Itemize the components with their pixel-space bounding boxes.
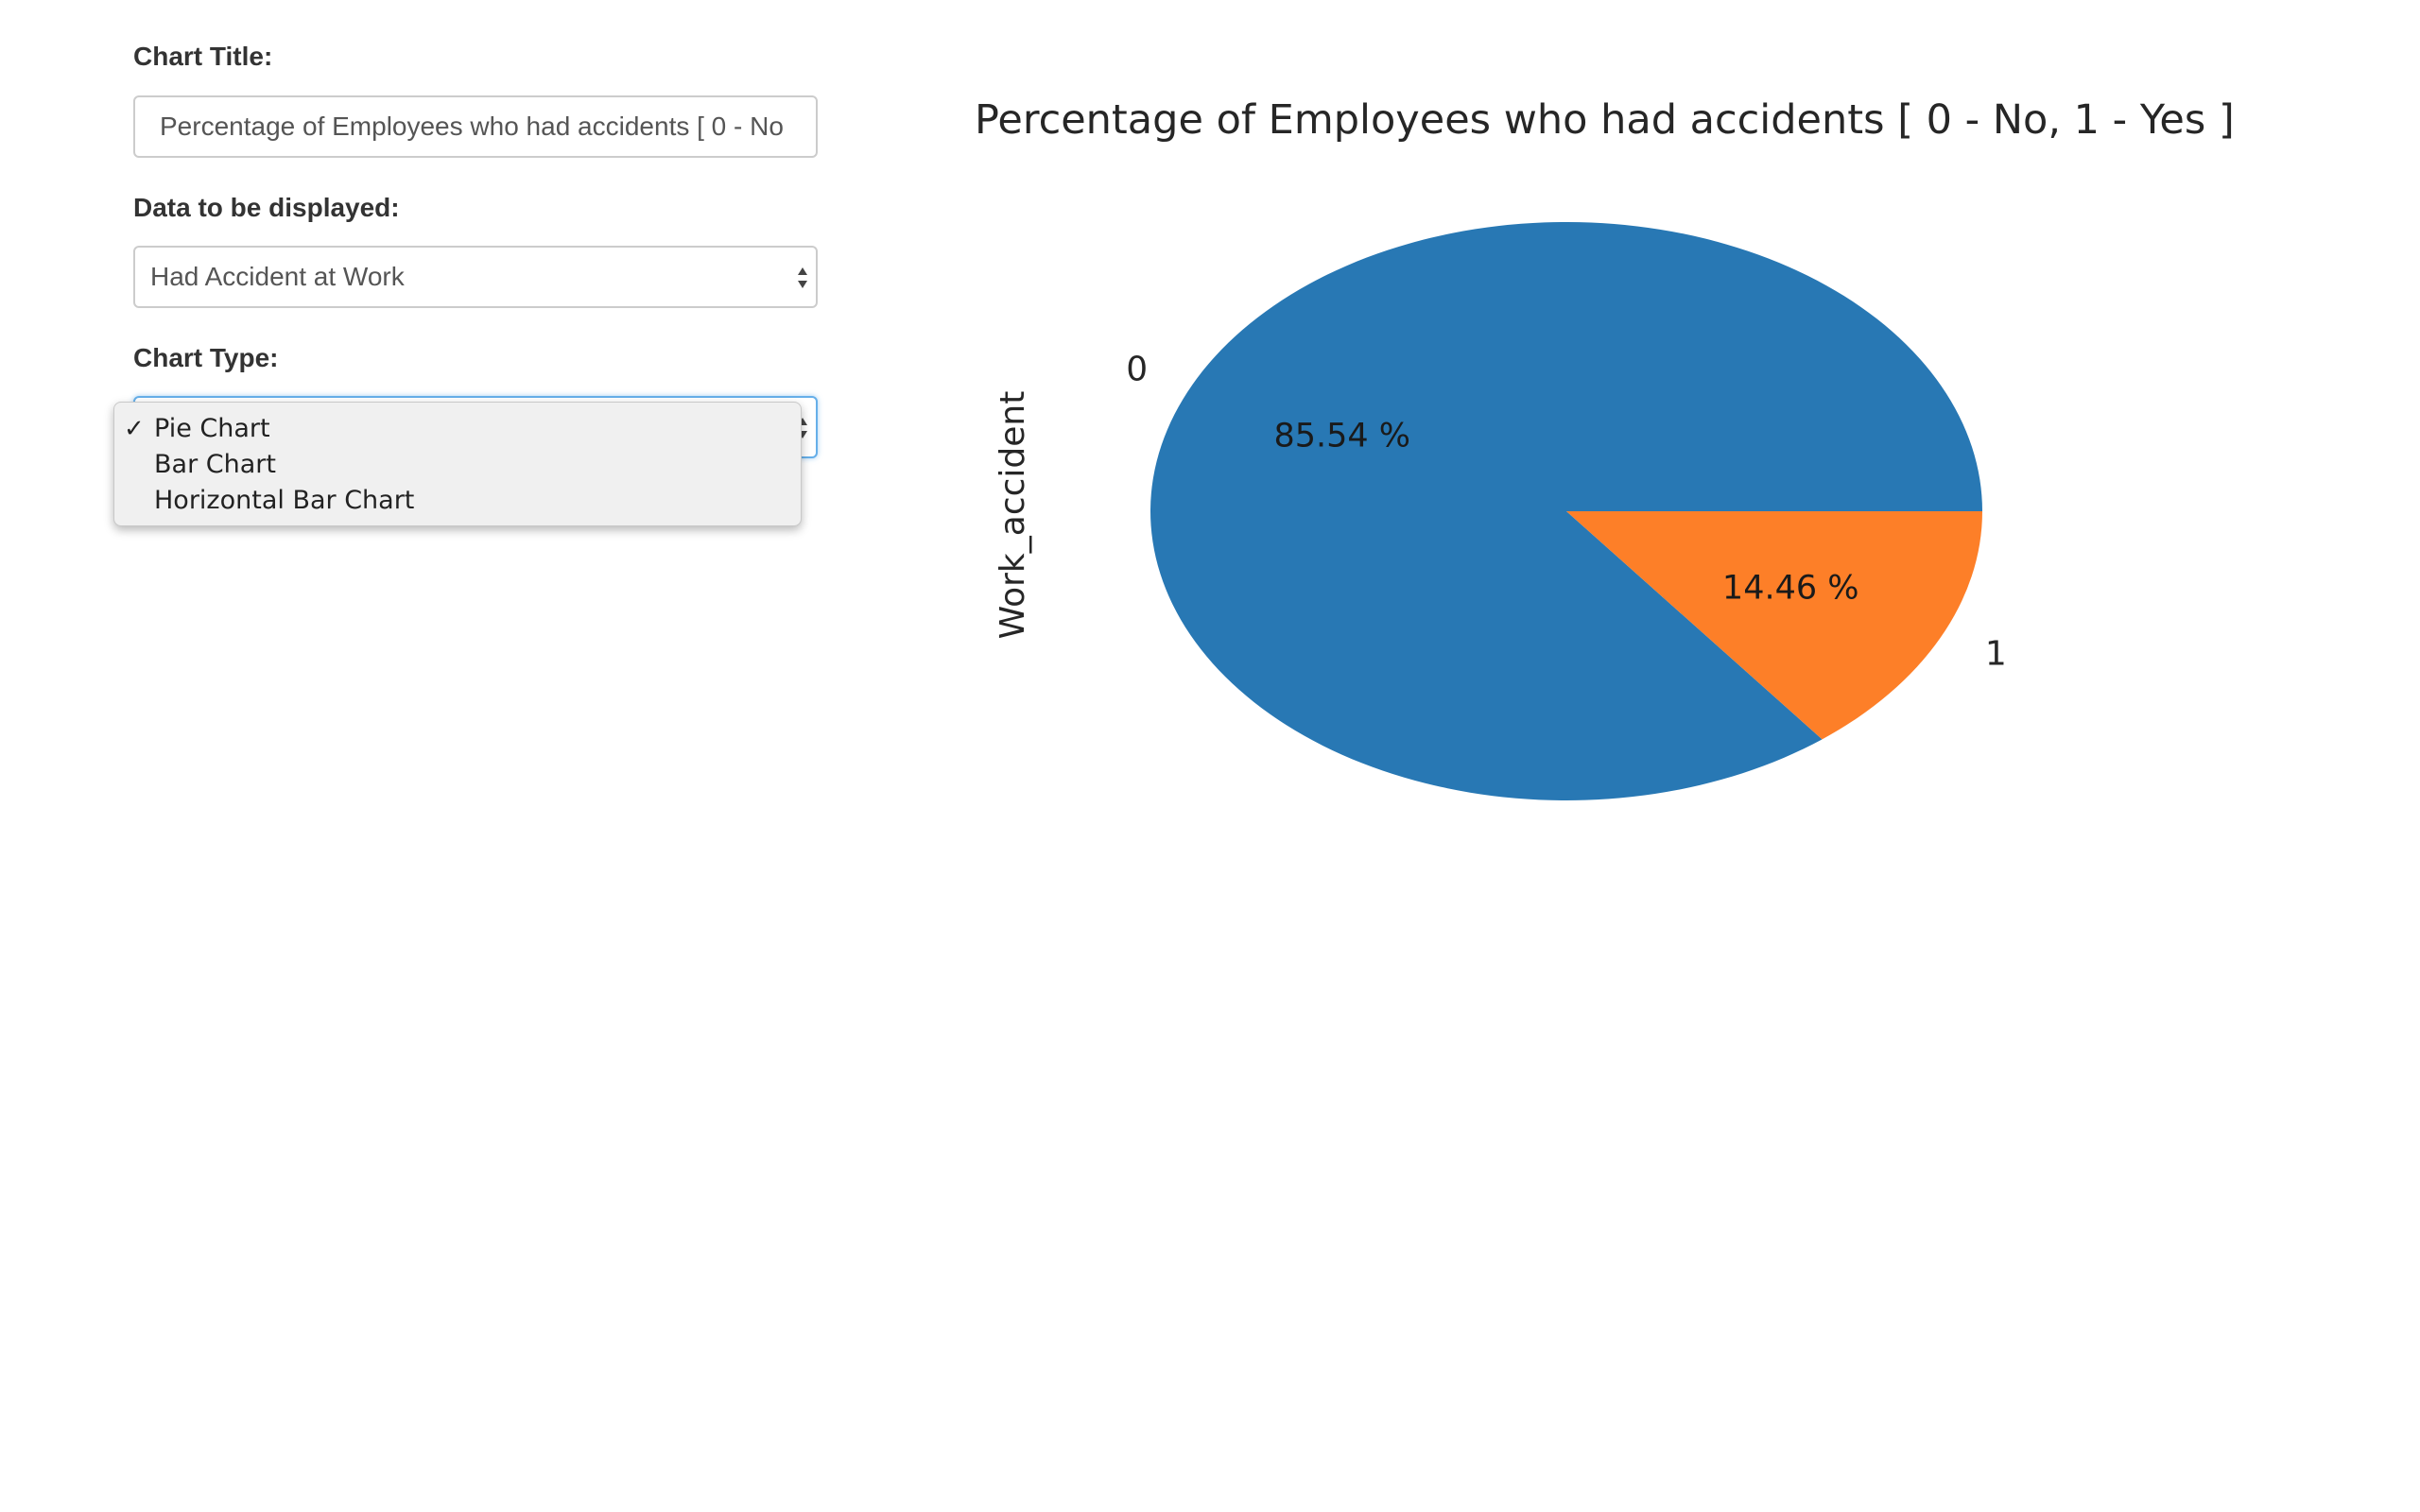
chart-title: Percentage of Employees who had accident… [975,96,2235,144]
pie-category-label-0: 0 [1126,351,1148,389]
pie-value-label-1: 14.46 % [1722,570,1859,608]
dropdown-option-pie-chart[interactable]: ✓ Pie Chart [114,411,801,447]
data-select-value: Had Accident at Work [150,262,405,291]
pie-labels: 0 85.54 % 1 14.46 % [1126,351,2006,674]
pie-value-label-0: 85.54 % [1273,417,1410,455]
checkmark-icon: ✓ [124,415,145,443]
chart-ylabel: Work_accident [994,391,1032,640]
dropdown-option-bar-chart[interactable]: Bar Chart [114,447,801,483]
dropdown-option-horizontal-bar-chart[interactable]: Horizontal Bar Chart [114,483,801,519]
option-label: Horizontal Bar Chart [154,486,415,515]
option-label: Pie Chart [154,414,270,443]
chart-type-dropdown-menu: ✓ Pie Chart Bar Chart Horizontal Bar Cha… [113,402,802,526]
chart-title-input[interactable]: Percentage of Employees who had accident… [133,95,818,158]
chart-title-label: Chart Title: [133,42,273,71]
data-select[interactable]: Had Accident at Work [133,246,818,308]
pie-category-label-1: 1 [1985,634,2007,673]
pie-slice-0 [1150,222,1982,801]
data-select-label: Data to be displayed: [133,193,400,222]
pie-slice-1 [1566,511,1982,740]
chart-type-label: Chart Type: [133,343,279,372]
select-arrows-icon [798,267,807,288]
pie-slices [1150,222,1982,801]
option-label: Bar Chart [154,450,276,479]
